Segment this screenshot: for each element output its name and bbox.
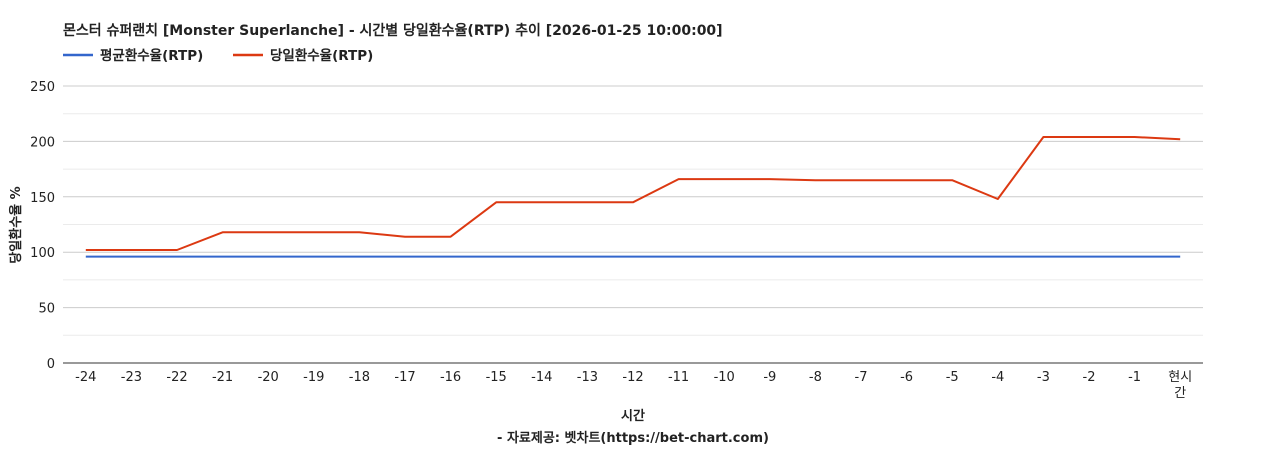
y-tick-label: 0 — [47, 357, 55, 372]
x-axis-ticks: -24 -23 -22 -21 -20 -19 -18 -17 -16 -15 -14 -13 -12 -… — [75, 370, 1192, 401]
x-tick-label: -18 — [349, 370, 370, 385]
legend-label-average-rtp[interactable]: 평균환수율(RTP) — [100, 47, 203, 64]
x-tick-label: -9 — [763, 370, 776, 385]
x-tick-label: -21 — [212, 370, 233, 385]
y-axis-ticks: 0 50 100 150 200 250 — [30, 80, 55, 372]
x-tick-label: -24 — [75, 370, 96, 385]
x-tick-label: -15 — [486, 370, 507, 385]
x-tick-label: -12 — [622, 370, 643, 385]
x-tick-label: -23 — [121, 370, 142, 385]
y-tick-label: 50 — [38, 302, 55, 317]
x-tick-label: -11 — [668, 370, 689, 385]
x-axis-title: 시간 — [621, 408, 645, 424]
x-tick-label: -2 — [1083, 370, 1096, 385]
gridlines — [63, 85, 1203, 364]
data-source-credit: - 자료제공: 벳차트(https://bet-chart.com) — [497, 430, 769, 446]
legend-label-daily-rtp[interactable]: 당일환수율(RTP) — [270, 47, 373, 64]
chart-title: 몬스터 슈퍼랜치 [Monster Superlanche] - 시간별 당일환… — [63, 22, 723, 39]
y-tick-label: 250 — [30, 80, 55, 95]
series-lines — [85, 136, 1181, 258]
x-tick-label: 현시 간 — [1168, 370, 1192, 401]
x-tick-label: -6 — [900, 370, 913, 385]
x-tick-label: -10 — [714, 370, 735, 385]
x-tick-label: -7 — [855, 370, 868, 385]
x-tick-label: -8 — [809, 370, 822, 385]
x-tick-label: -5 — [946, 370, 959, 385]
y-tick-label: 150 — [30, 191, 55, 206]
x-tick-label: -1 — [1128, 370, 1141, 385]
x-tick-label: -22 — [166, 370, 187, 385]
legend: 평균환수율(RTP) 당일환수율(RTP) — [63, 47, 373, 64]
y-tick-label: 100 — [30, 246, 55, 261]
x-tick-label: -16 — [440, 370, 461, 385]
x-tick-label: -20 — [258, 370, 279, 385]
x-tick-label: -17 — [394, 370, 415, 385]
x-tick-label: -14 — [531, 370, 552, 385]
x-tick-label: -4 — [991, 370, 1004, 385]
y-axis-title: 당일환수율 % — [8, 186, 24, 263]
y-tick-label: 200 — [30, 135, 55, 150]
x-tick-label: -3 — [1037, 370, 1050, 385]
x-tick-label: -13 — [577, 370, 598, 385]
series-line-daily-rtp[interactable] — [85, 136, 1181, 251]
x-tick-label: -19 — [303, 370, 324, 385]
